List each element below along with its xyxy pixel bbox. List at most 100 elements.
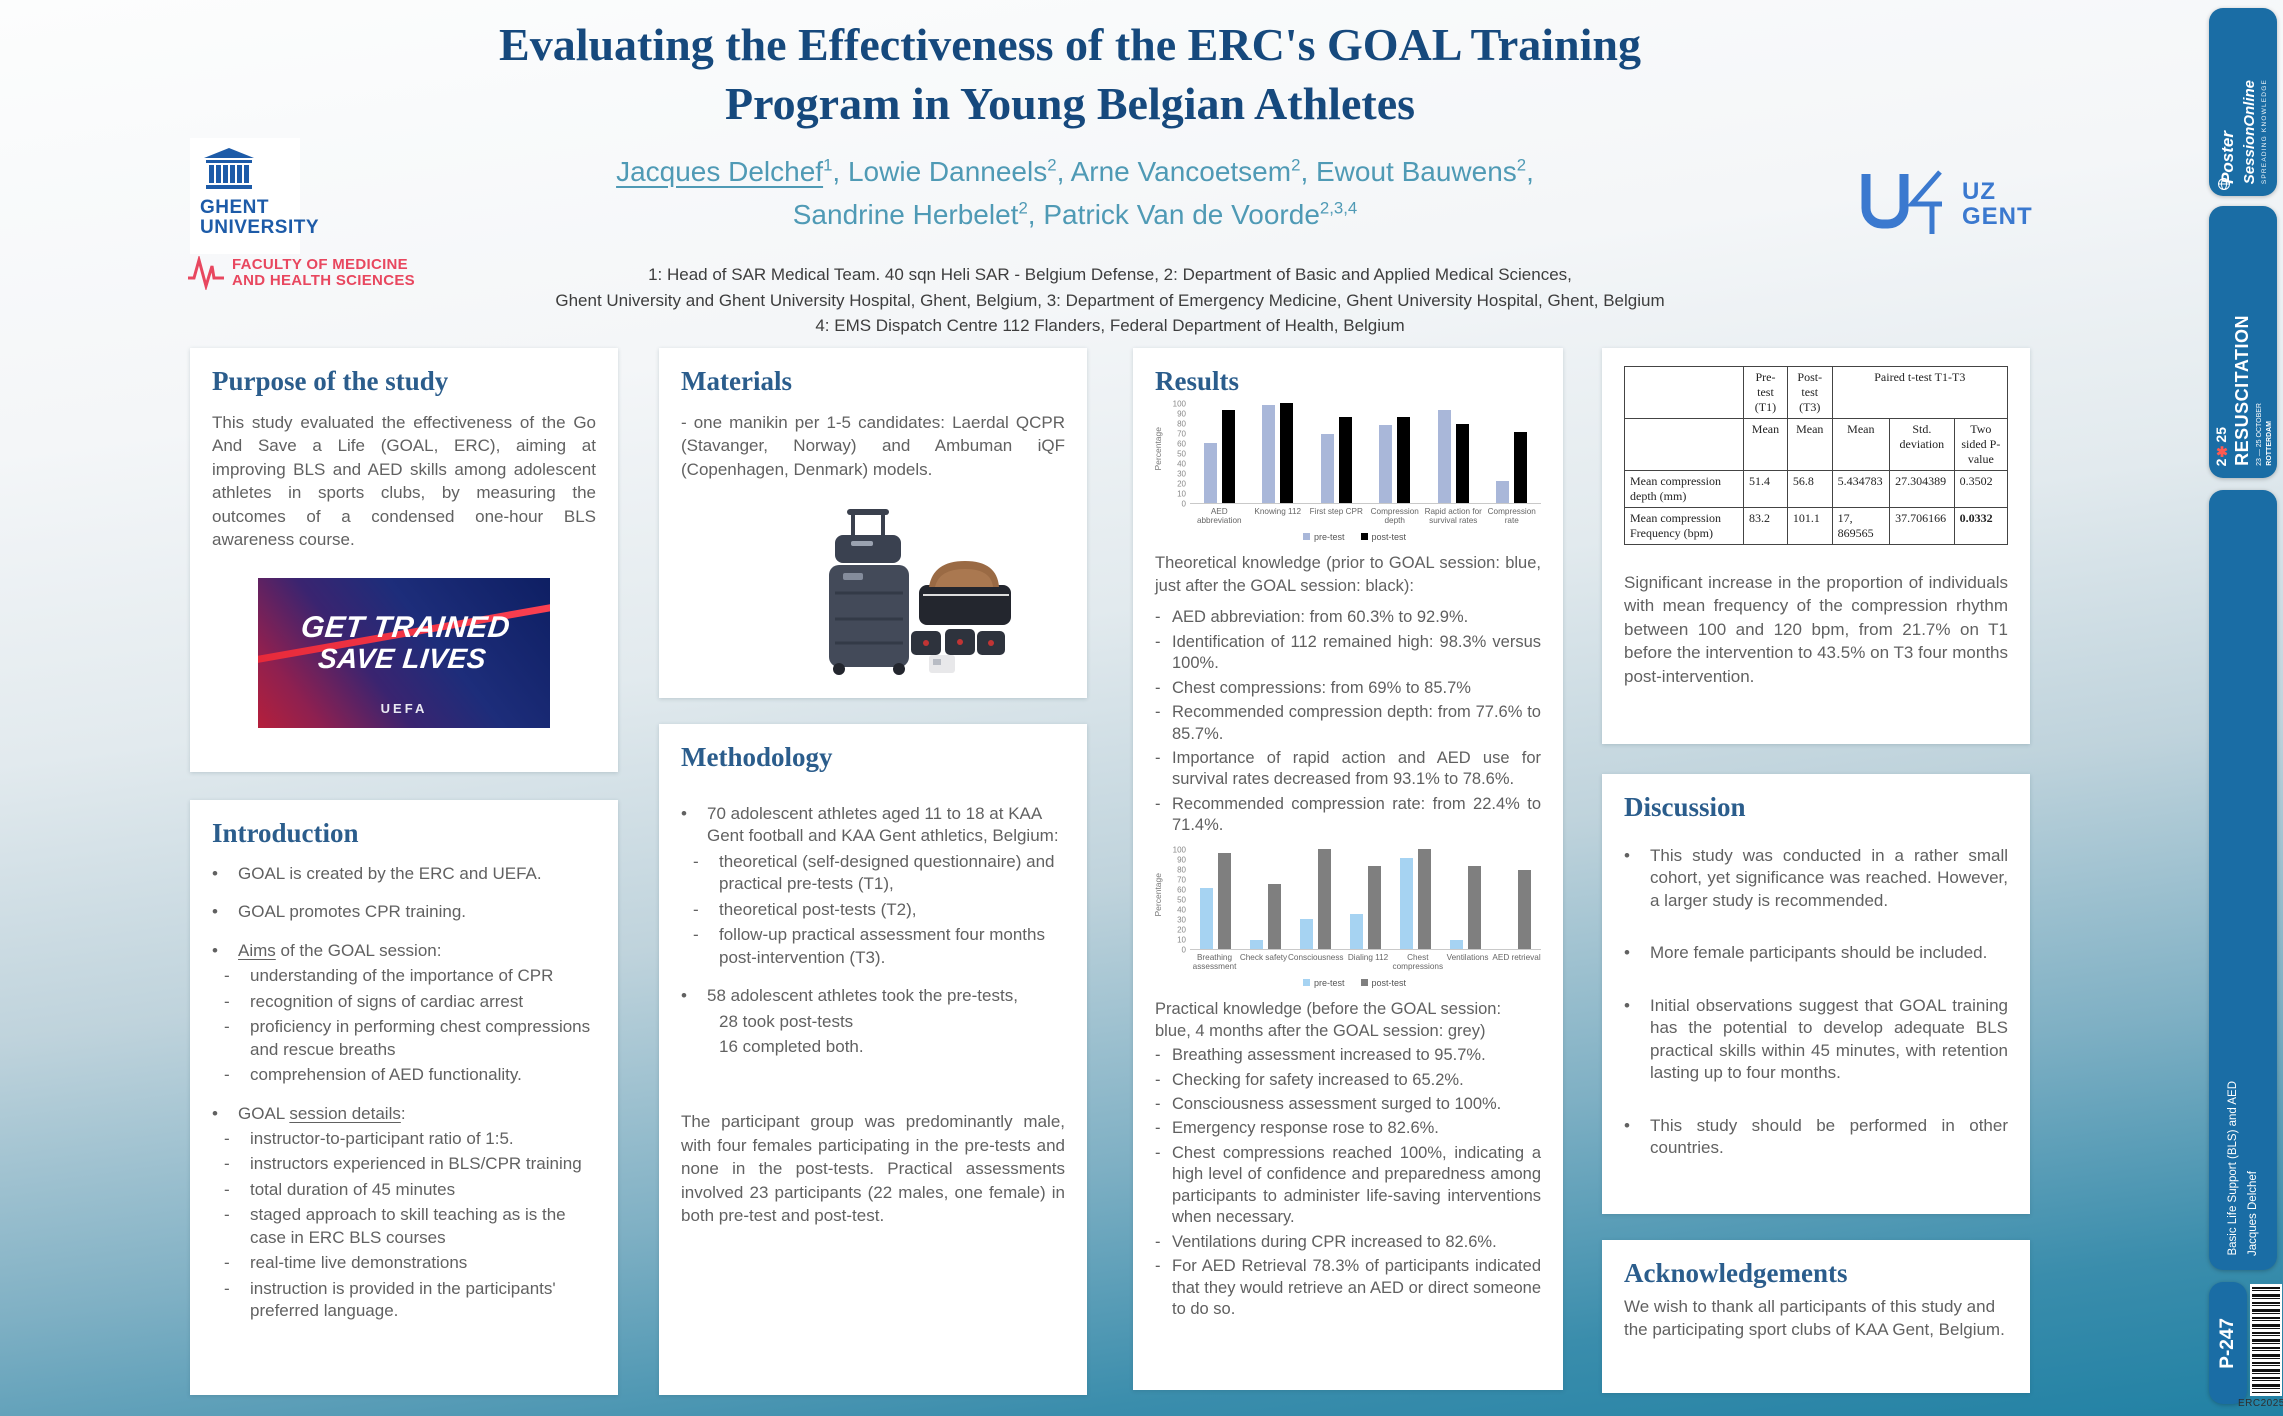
list-item: • This study was conducted in a rather sm… (1624, 846, 2008, 910)
bar-post-test (1418, 848, 1432, 949)
practical-knowledge-chart: Percentage 0 10 20 30 40 50 60 70 80 90 100 Breathin… (1153, 845, 1541, 988)
list-item: • GOAL session details: (212, 1103, 406, 1123)
bar-post-test (1514, 431, 1528, 503)
author-name: Patrick Van de Voorde (1043, 199, 1320, 231)
bar-post-test (1518, 870, 1532, 949)
bar-pre-test (1496, 480, 1510, 503)
list-item: • 70 adolescent athletes aged 11 to 18 at… (681, 804, 1059, 846)
list-item: - instruction is provided in the particip… (224, 1278, 556, 1320)
discussion-card: Discussion • This study was conducted in … (1602, 774, 2030, 1214)
ghent-temple-icon (204, 148, 254, 189)
list-item: - understanding of the importance of CPR (224, 966, 554, 986)
ghent-university-wordmark: GHENT UNIVERSITY (200, 197, 320, 238)
list-item: - Identification of 112 remained high: 98… (1155, 632, 1541, 673)
get-trained-save-lives-banner: GET TRAINED SAVE LIVES UEFA (258, 577, 550, 728)
list-item: - real-time live demonstrations (224, 1253, 468, 1273)
list-item: • More female participants should be incl… (1624, 943, 1988, 963)
theoretical-intro: Theoretical knowledge (prior to GOAL ses… (1155, 553, 1541, 595)
list-item: - theoretical post-tests (T2), (693, 899, 917, 919)
category-label: Breathing assessment (1192, 952, 1237, 972)
statistics-card: Pre-test (T1) Post-test (T3) Paired t-test… (1602, 348, 2030, 744)
list-item: - For AED Retrieval 78.3% of participants… (1155, 1257, 1541, 1318)
list-item: • 58 adolescent athletes took the pre-tes… (681, 986, 1018, 1006)
category-label: AED abbreviation (1196, 507, 1242, 526)
author-name: Sandrine Herbelet (792, 199, 1019, 231)
session-topic-label: Basic Life Support (BLS) and AED (2227, 1081, 2239, 1256)
chart-legend: pre-test post-test (1168, 532, 1541, 542)
authors-line-2: Sandrine Herbelet2, Patrick Van de Voord… (792, 199, 1358, 231)
category-label: Check safety (1239, 952, 1288, 962)
bar-pre-test (1299, 918, 1313, 949)
statistics-paragraph: Significant increase in the proportion o… (1624, 573, 2008, 686)
list-item: - Consciousness assessment surged to 100%… (1155, 1095, 1502, 1113)
chart-legend: pre-test post-test (1168, 978, 1541, 988)
list-item: - instructors experienced in BLS/CPR trai… (224, 1154, 582, 1174)
list-item: - Ventilations during CPR increased to 82… (1155, 1232, 1497, 1251)
banner-text: GET TRAINED SAVE LIVES (299, 610, 512, 674)
category-label: Ventilations (1446, 952, 1489, 962)
bar-post-test (1367, 866, 1381, 949)
list-item: - Chest compressions: from 69% to 85.7% (1155, 678, 1471, 697)
authors-block: Jacques Delchef1, Lowie Danneels2, Arne … (0, 150, 2150, 237)
materials-body: - one manikin per 1-5 candidates: Laerda… (681, 413, 1065, 479)
category-label: AED retrieval (1492, 952, 1541, 962)
affiliation-line-2: Ghent University and Ghent University Ho… (555, 290, 1665, 310)
session-topic-badge: Basic Life Support (BLS) and AED Jacques… (2209, 490, 2277, 1270)
postersessiononline-logo: Poster SessionOnline SPREADING KNOWLEDGE (2218, 78, 2268, 184)
manikin-kit-photo (829, 509, 1011, 676)
bar-pre-test (1262, 404, 1276, 503)
author-name: Arne Vancoetsem (1070, 156, 1292, 187)
title-line-1: Evaluating the Effectiveness of the ERC'… (499, 19, 1641, 70)
category-label: Compression depth (1370, 507, 1419, 526)
bar-post-test (1455, 424, 1469, 503)
session-topic-labels: Basic Life Support (BLS) and AED Jacques… (2209, 1081, 2277, 1256)
list-item: - recognition of signs of cardiac arrest (224, 991, 524, 1011)
presenter-name-label: Jacques Delchef (2247, 1170, 2259, 1256)
resuscitation-2025-badge: 2✱25 RESUSCITATION 23 — 25 OCTOBER ROTTE… (2209, 206, 2277, 478)
list-item: - follow-up practical assessment four mon… (693, 925, 1045, 967)
list-item: • GOAL is created by the ERC and UEFA. (212, 864, 542, 883)
category-label: Chest compressions (1392, 952, 1444, 972)
results-card: Results Percentage 0 10 20 30 40 50 60 70 80 90 100… (1133, 348, 1563, 1390)
red-asterisk-icon: ✱ (2213, 442, 2229, 459)
category-label: Rapid action for survival rates (1424, 507, 1482, 526)
statistics-table: Pre-test (T1) Post-test (T3) Paired t-test… (1624, 366, 2009, 545)
category-label: Compression rate (1487, 507, 1536, 526)
affiliation-line-3: 4: EMS Dispatch Centre 112 Flanders, Fed… (815, 316, 1405, 335)
uz-gent-icon (1861, 170, 1942, 234)
category-label: Consciousness (1288, 952, 1344, 962)
materials-card: Materials - one manikin per 1-5 candidat… (659, 348, 1087, 698)
author-name: Lowie Danneels (847, 156, 1048, 187)
barcode (2250, 1284, 2282, 1396)
bar-post-test (1317, 848, 1331, 949)
affiliation-line-1: 1: Head of SAR Medical Team. 40 sqn Heli… (648, 265, 1572, 284)
list-item: - theoretical (self-designed questionnair… (693, 851, 1055, 894)
bar-pre-test (1320, 434, 1334, 503)
list-item: - Chest compressions reached 100%, indica… (1155, 1143, 1541, 1227)
list-item: - Emergency response rose to 82.6%. (1155, 1119, 1439, 1138)
uz-gent-wordmark: UZ GENT (1962, 177, 2033, 230)
bar-pre-test (1249, 939, 1263, 949)
bar-post-test (1221, 410, 1235, 503)
globe-icon (2218, 178, 2230, 190)
bar-post-test (1468, 866, 1482, 949)
bar-pre-test (1379, 425, 1393, 503)
methodology-card: Methodology • 70 adolescent athletes aged… (659, 724, 1087, 1395)
list-item: - Recommended compression depth: from 77.… (1155, 703, 1541, 743)
introduction-list: • GOAL is created by the ERC and UEFA. • GO… (212, 863, 596, 1322)
practical-intro: Practical knowledge (before the GOAL ses… (1155, 999, 1502, 1041)
list-item: - staged approach to skill teaching as is… (224, 1205, 566, 1247)
purpose-heading: Purpose of the study (212, 366, 449, 396)
bar-post-test (1338, 417, 1352, 503)
purpose-body: This study evaluated the effectiveness o… (212, 413, 596, 550)
affiliations: 1: Head of SAR Medical Team. 40 sqn Heli… (0, 262, 2220, 339)
discussion-list: • This study was conducted in a rather sm… (1624, 845, 2008, 1159)
postersessiononline-badge: Poster SessionOnline SPREADING KNOWLEDGE (2209, 8, 2277, 196)
bar-post-test (1280, 403, 1294, 503)
acknowledgements-card: Acknowledgements We wish to thank all pa… (1602, 1240, 2030, 1393)
practical-list: - Breathing assessment increased to 95.7%… (1155, 1045, 1541, 1320)
introduction-card: Introduction • GOAL is created by the ERC… (190, 800, 618, 1395)
resuscitation-2025-logo: 2✱25 RESUSCITATION 23 — 25 OCTOBER ROTTE… (2213, 315, 2273, 466)
results-heading: Results (1155, 366, 1240, 396)
category-label: Knowing 112 (1254, 507, 1302, 516)
